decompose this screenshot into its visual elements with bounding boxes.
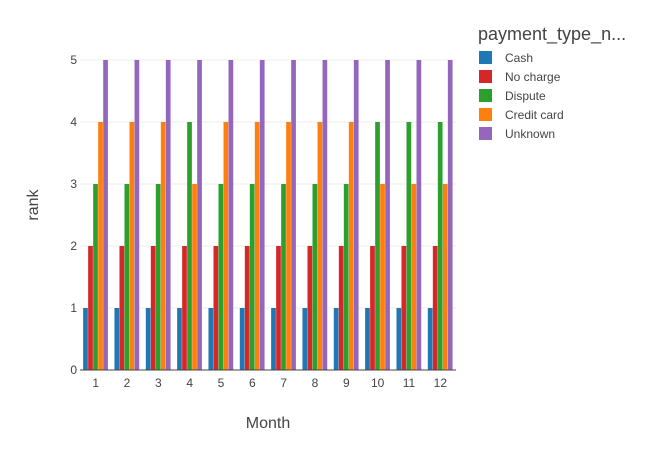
x-tick-label: 6 — [249, 376, 256, 390]
x-tick-label: 1 — [92, 376, 99, 390]
bar-credit-card-month-5[interactable] — [223, 122, 229, 370]
legend-swatch-unknown[interactable] — [479, 127, 492, 140]
bar-credit-card-month-7[interactable] — [286, 122, 291, 370]
legend-title: payment_type_n... — [478, 24, 626, 45]
bar-credit-card-month-4[interactable] — [192, 184, 197, 370]
bar-dispute-month-6[interactable] — [249, 184, 255, 370]
y-tick-label: 5 — [70, 53, 77, 67]
y-tick-label: 3 — [70, 177, 77, 191]
bar-cash-month-8[interactable] — [302, 308, 308, 370]
bar-cash-month-11[interactable] — [396, 308, 402, 370]
legend-swatch-no-charge[interactable] — [479, 70, 492, 83]
bar-unknown-month-9[interactable] — [353, 60, 359, 370]
bar-cash-month-4[interactable] — [177, 308, 182, 370]
bar-dispute-month-3[interactable] — [155, 184, 161, 370]
bar-cash-month-5[interactable] — [208, 308, 214, 370]
bar-dispute-month-11[interactable] — [406, 122, 412, 370]
bar-unknown-month-10[interactable] — [385, 60, 390, 370]
bar-credit-card-month-8[interactable] — [317, 122, 323, 370]
bar-credit-card-month-10[interactable] — [380, 184, 385, 370]
bar-cash-month-12[interactable] — [427, 308, 433, 370]
legend[interactable]: payment_type_n... Cash No charge Dispute Cr… — [478, 24, 626, 141]
bar-no-charge-month-2[interactable] — [119, 246, 125, 370]
bar-unknown-month-7[interactable] — [291, 60, 296, 370]
bar-unknown-month-11[interactable] — [416, 60, 422, 370]
bar-no-charge-month-9[interactable] — [338, 246, 344, 370]
bar-dispute-month-10[interactable] — [375, 122, 380, 370]
x-axis-title: Month — [246, 415, 290, 432]
bar-dispute-month-9[interactable] — [343, 184, 349, 370]
x-tick-label: 9 — [343, 376, 350, 390]
bars — [83, 60, 453, 370]
bar-no-charge-month-3[interactable] — [150, 246, 156, 370]
legend-swatch-dispute[interactable] — [479, 89, 492, 102]
bar-cash-month-10[interactable] — [365, 308, 370, 370]
bar-dispute-month-2[interactable] — [124, 184, 130, 370]
bar-no-charge-month-5[interactable] — [213, 246, 219, 370]
bar-no-charge-month-8[interactable] — [307, 246, 313, 370]
bar-credit-card-month-2[interactable] — [129, 122, 135, 370]
legend-label-credit-card[interactable]: Credit card — [505, 108, 564, 122]
bar-dispute-month-8[interactable] — [312, 184, 318, 370]
legend-swatch-credit-card[interactable] — [479, 108, 492, 121]
legend-label-dispute[interactable]: Dispute — [505, 89, 546, 103]
bar-unknown-month-2[interactable] — [134, 60, 140, 370]
y-tick-label: 0 — [70, 363, 77, 377]
x-tick-label: 2 — [124, 376, 131, 390]
bar-dispute-month-5[interactable] — [218, 184, 224, 370]
bar-dispute-month-1[interactable] — [93, 184, 98, 370]
x-tick-label: 4 — [186, 376, 193, 390]
x-tick-label: 10 — [371, 376, 385, 390]
bar-credit-card-month-11[interactable] — [411, 184, 417, 370]
bar-credit-card-month-3[interactable] — [160, 122, 166, 370]
bar-no-charge-month-6[interactable] — [244, 246, 250, 370]
bar-unknown-month-3[interactable] — [165, 60, 171, 370]
y-tick-label: 2 — [70, 239, 77, 253]
y-axis-title: rank — [25, 188, 42, 220]
x-tick-label: 5 — [218, 376, 225, 390]
bar-no-charge-month-12[interactable] — [432, 246, 438, 370]
bar-cash-month-9[interactable] — [333, 308, 339, 370]
y-tick-label: 1 — [70, 301, 77, 315]
x-tick-label: 7 — [280, 376, 287, 390]
bar-dispute-month-7[interactable] — [281, 184, 286, 370]
bar-no-charge-month-4[interactable] — [182, 246, 187, 370]
bar-no-charge-month-10[interactable] — [370, 246, 375, 370]
x-tick-label: 11 — [403, 376, 416, 390]
bar-dispute-month-4[interactable] — [187, 122, 192, 370]
x-tick-label: 8 — [312, 376, 319, 390]
y-tick-label: 4 — [70, 115, 77, 129]
x-tick-label: 3 — [155, 376, 162, 390]
bar-no-charge-month-11[interactable] — [401, 246, 407, 370]
bar-credit-card-month-1[interactable] — [98, 122, 103, 370]
bar-unknown-month-1[interactable] — [103, 60, 108, 370]
bar-cash-month-7[interactable] — [271, 308, 276, 370]
bar-cash-month-1[interactable] — [83, 308, 88, 370]
bar-no-charge-month-7[interactable] — [276, 246, 281, 370]
legend-label-cash[interactable]: Cash — [505, 51, 533, 65]
legend-label-unknown[interactable]: Unknown — [505, 127, 555, 141]
bar-unknown-month-8[interactable] — [322, 60, 328, 370]
bar-cash-month-2[interactable] — [114, 308, 120, 370]
bar-unknown-month-6[interactable] — [259, 60, 265, 370]
bar-credit-card-month-12[interactable] — [442, 184, 448, 370]
bar-unknown-month-5[interactable] — [228, 60, 234, 370]
grid-lines — [80, 59, 456, 309]
bar-no-charge-month-1[interactable] — [88, 246, 93, 370]
bar-unknown-month-4[interactable] — [197, 60, 202, 370]
bar-cash-month-3[interactable] — [145, 308, 151, 370]
x-tick-label: 12 — [434, 376, 448, 390]
legend-label-no-charge[interactable]: No charge — [505, 70, 561, 84]
bar-credit-card-month-6[interactable] — [254, 122, 260, 370]
legend-swatch-cash[interactable] — [479, 51, 492, 64]
bar-cash-month-6[interactable] — [239, 308, 245, 370]
bar-dispute-month-12[interactable] — [437, 122, 443, 370]
bar-unknown-month-12[interactable] — [447, 60, 453, 370]
bar-credit-card-month-9[interactable] — [348, 122, 354, 370]
